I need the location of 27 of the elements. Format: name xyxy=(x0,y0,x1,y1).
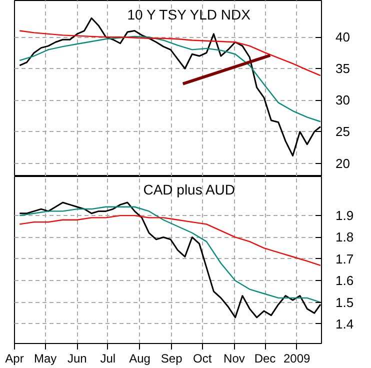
chart-title: 10 Y TSY YLD NDX xyxy=(127,6,252,22)
x-tick-label: Oct xyxy=(193,352,212,366)
y-tick-label: 1.5 xyxy=(336,294,354,310)
y-tick-label: 1.7 xyxy=(336,251,354,266)
x-tick-label: Nov xyxy=(224,352,245,366)
x-tick-label: Jul xyxy=(100,352,116,366)
x-tick-label: 2009 xyxy=(284,352,311,366)
x-tick-label: Aug xyxy=(129,352,150,366)
y-tick-label: 20 xyxy=(336,156,350,171)
y-tick-label: 30 xyxy=(336,92,350,108)
x-tick-label: Dec xyxy=(254,352,276,366)
line-series xyxy=(19,206,322,303)
x-tick-label: Apr xyxy=(5,352,24,366)
y-tick-label: 40 xyxy=(336,30,350,45)
line-series xyxy=(19,214,322,266)
line-series xyxy=(19,36,322,122)
chart-title: CAD plus AUD xyxy=(143,182,236,198)
x-tick-label: Sep xyxy=(160,352,183,366)
line-series xyxy=(19,30,322,76)
x-tick-label: Jun xyxy=(67,352,87,366)
y-tick-label: 1.8 xyxy=(336,230,354,245)
y-tick-label: 1.6 xyxy=(336,273,354,288)
y-tick-label: 1.9 xyxy=(336,208,354,224)
y-tick-label: 1.4 xyxy=(336,316,354,332)
x-tick-label: May xyxy=(34,352,57,366)
y-tick-label: 25 xyxy=(336,124,350,140)
y-tick-label: 35 xyxy=(336,61,350,76)
